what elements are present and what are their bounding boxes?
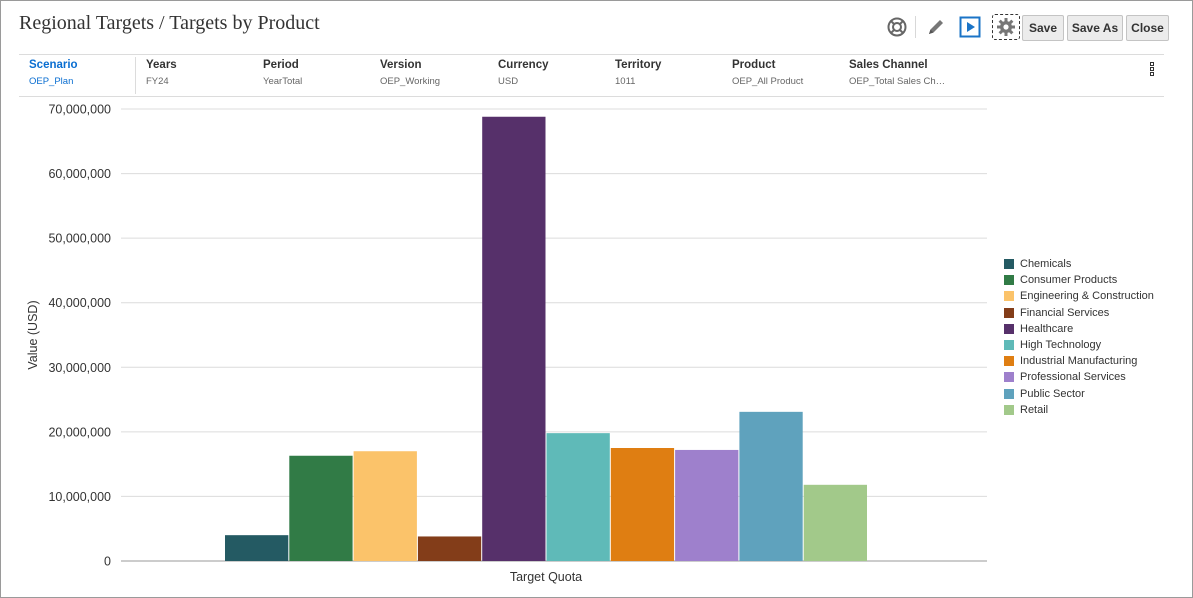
help-icon[interactable] [885,15,909,39]
toolbar-separator [915,16,916,38]
save-as-button[interactable]: Save As [1067,15,1123,41]
bar [417,536,482,561]
pov-label: Years [146,59,177,71]
legend-swatch [1004,275,1014,286]
bar [739,411,803,561]
bar [803,484,867,561]
y-tick-label: 30,000,000 [48,361,111,375]
legend-item[interactable]: Consumer Products [1004,272,1154,288]
close-button[interactable]: Close [1126,15,1169,41]
edit-icon[interactable] [924,15,948,39]
pov-product[interactable]: Product OEP_All Product [732,59,849,87]
legend-item[interactable]: Financial Services [1004,305,1154,321]
pov-label: Product [732,59,776,71]
y-tick-label: 50,000,000 [48,232,111,246]
legend-swatch [1004,372,1014,383]
legend-item[interactable]: Professional Services [1004,369,1154,385]
legend-swatch [1004,388,1014,399]
pov-value: YearTotal [263,76,303,87]
legend-label: Public Sector [1020,387,1085,400]
legend-item[interactable]: Healthcare [1004,321,1154,337]
legend-label: Engineering & Construction [1020,290,1154,303]
legend-label: Chemicals [1020,258,1072,271]
pov-value: 1011 [615,76,636,87]
toolbar [885,14,1028,40]
more-options-icon[interactable] [1147,61,1157,81]
y-tick-label: 60,000,000 [48,167,111,181]
pov-label: Scenario [29,59,78,71]
pov-value: OEP_Working [380,76,441,87]
bar [482,116,546,562]
pov-sales-channel[interactable]: Sales Channel OEP_Total Sales Ch… [849,59,949,87]
y-axis-label: Value (USD) [26,300,40,369]
pov-currency[interactable]: Currency USD [498,59,615,87]
bar [675,449,739,561]
x-tick-label: Target Quota [510,570,582,584]
legend-label: High Technology [1020,339,1102,352]
pov-period[interactable]: Period YearTotal [263,59,380,87]
pov-value: USD [498,76,519,87]
bar-chart: 0 10,000,000 20,000,000 30,000,000 40,000,00… [26,103,987,584]
legend-label: Retail [1020,403,1049,416]
legend-item[interactable]: Engineering & Construction [1004,288,1154,304]
y-tick-label: 0 [104,555,111,569]
pov-label: Version [380,59,422,71]
legend-swatch [1004,340,1014,351]
save-button[interactable]: Save [1022,15,1064,41]
legend-swatch [1004,259,1014,270]
legend-swatch [1004,356,1014,367]
bar [289,455,353,561]
y-tick-label: 20,000,000 [48,425,111,439]
pov-bar: Scenario OEP_Plan Years FY24 Period Year… [19,54,1164,97]
pov-label: Currency [498,59,549,71]
pov-territory[interactable]: Territory 1011 [615,59,732,87]
bar [225,535,289,561]
bar [546,433,610,561]
legend-label: Financial Services [1020,306,1110,319]
chart-legend: Chemicals Consumer Products Engineering & … [1004,256,1154,418]
legend-item[interactable]: Industrial Manufacturing [1004,353,1154,369]
pov-label: Period [263,59,299,71]
pov-value: OEP_All Product [732,76,804,87]
legend-swatch [1004,404,1014,415]
legend-item[interactable]: High Technology [1004,337,1154,353]
legend-item[interactable]: Retail [1004,402,1154,418]
legend-label: Healthcare [1020,322,1074,335]
bar [610,448,675,561]
bar [353,451,417,561]
run-icon[interactable] [958,15,982,39]
legend-swatch [1004,323,1014,334]
page-title: Regional Targets / Targets by Product [19,12,320,34]
pov-value: OEP_Plan [29,76,74,87]
pov-label: Territory [615,59,662,71]
legend-swatch [1004,307,1014,318]
pov-value: FY24 [146,76,169,87]
pov-years[interactable]: Years FY24 [146,59,263,87]
pov-value: OEP_Total Sales Ch… [849,76,946,87]
pov-scenario[interactable]: Scenario OEP_Plan [29,59,146,87]
y-tick-label: 40,000,000 [48,296,111,310]
legend-item[interactable]: Chemicals [1004,256,1154,272]
legend-item[interactable]: Public Sector [1004,386,1154,402]
settings-icon[interactable] [992,14,1020,40]
pov-label: Sales Channel [849,59,928,71]
legend-swatch [1004,291,1014,302]
legend-label: Industrial Manufacturing [1020,355,1138,368]
pov-version[interactable]: Version OEP_Working [380,59,497,87]
legend-label: Professional Services [1020,371,1126,384]
pov-divider [135,57,136,94]
y-tick-label: 70,000,000 [48,103,111,117]
y-tick-label: 10,000,000 [48,490,111,504]
legend-label: Consumer Products [1020,274,1118,287]
